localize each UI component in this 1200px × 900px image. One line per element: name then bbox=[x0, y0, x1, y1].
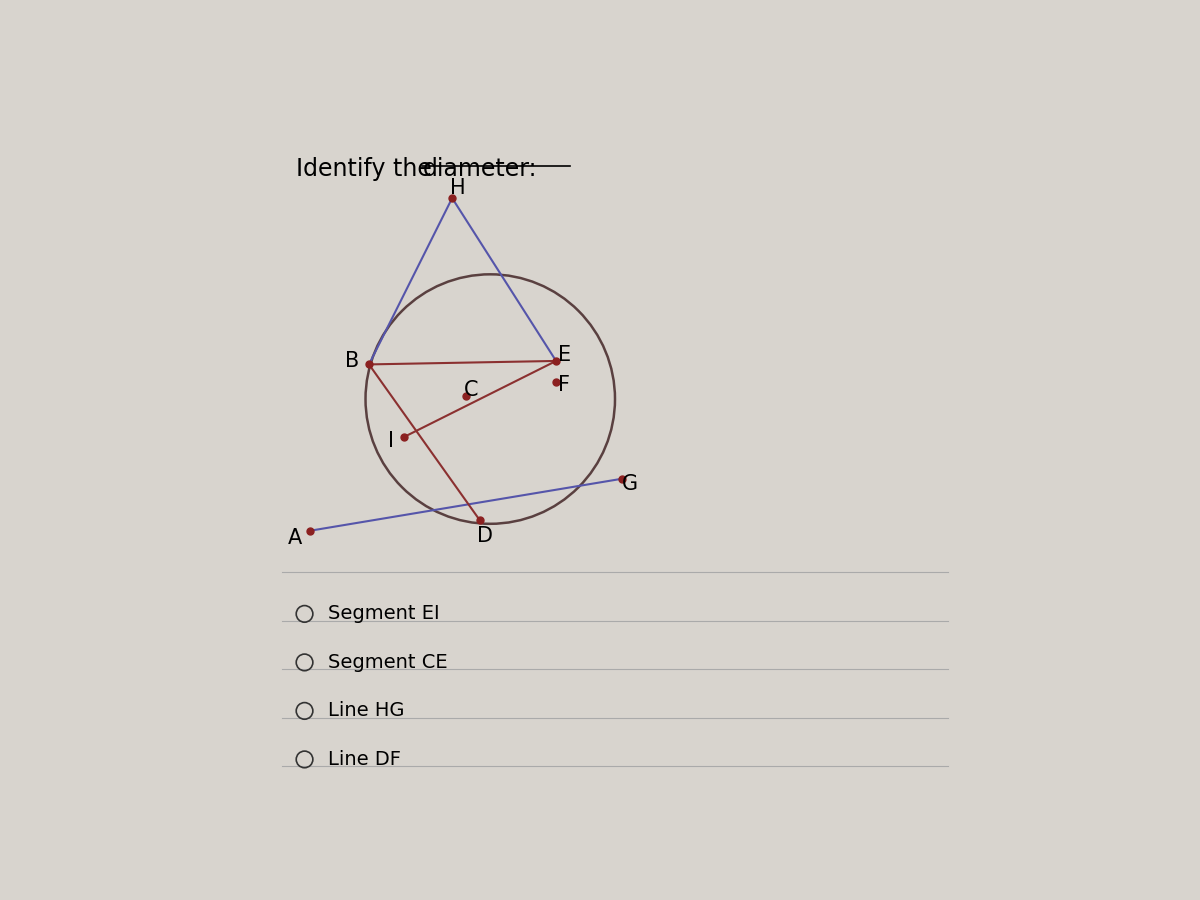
Text: Segment CE: Segment CE bbox=[328, 652, 448, 672]
Text: diameter:: diameter: bbox=[422, 157, 536, 181]
Text: B: B bbox=[344, 351, 359, 371]
Text: D: D bbox=[478, 526, 493, 545]
Text: G: G bbox=[622, 474, 638, 494]
Text: C: C bbox=[464, 380, 479, 400]
Text: H: H bbox=[450, 177, 466, 198]
Text: A: A bbox=[288, 527, 302, 548]
Text: E: E bbox=[558, 346, 571, 365]
Text: Segment EI: Segment EI bbox=[328, 605, 439, 624]
Text: Identify the: Identify the bbox=[296, 157, 439, 181]
Text: Line HG: Line HG bbox=[328, 701, 404, 720]
Text: Line DF: Line DF bbox=[328, 750, 401, 769]
Text: I: I bbox=[388, 430, 394, 451]
Text: F: F bbox=[558, 375, 570, 395]
